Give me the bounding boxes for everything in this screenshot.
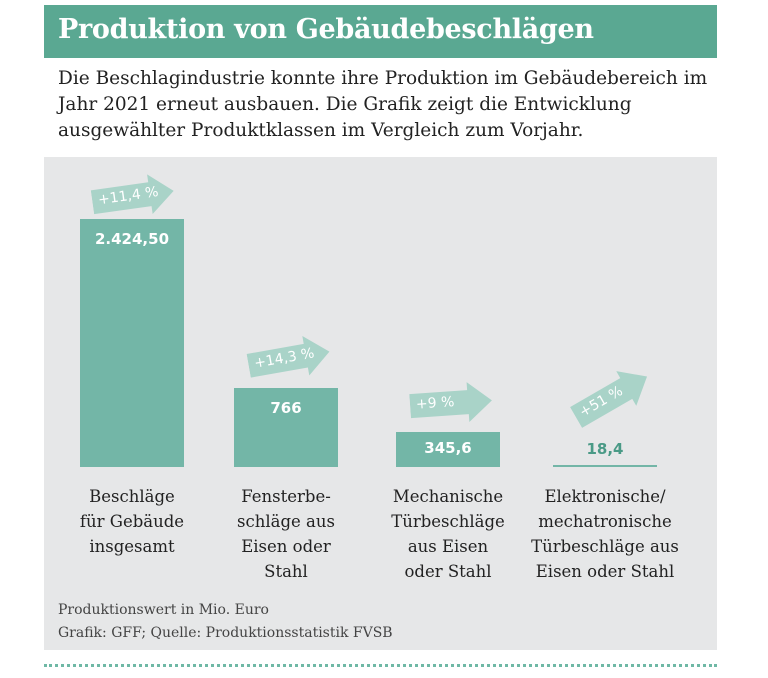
value-label: 2.424,50 [94,230,170,248]
bar [553,465,657,467]
header-band: Produktion von Gebäudebeschlägen [44,5,717,58]
dotted-divider [44,664,717,667]
change-label: +9 % [415,394,455,413]
category-label: Beschläge für Gebäude insgesamt [79,487,185,556]
arrow-up-right-icon [90,174,174,215]
bar [234,388,338,467]
arrow-up-right-icon [570,371,648,428]
change-arrow: +14,3 % [245,330,341,385]
arrow-up-right-icon [246,336,330,378]
change-arrow: +51 % [566,355,664,435]
bar [80,219,184,467]
change-arrow: +11,4 % [90,170,185,222]
arrow-up-right-icon [409,382,492,423]
change-arrow: +9 % [409,380,502,426]
category-label: Elektronische/mechatronische Türbeschläge… [531,487,679,581]
value-label: 345,6 [424,439,472,457]
intro-text: Die Beschlagindustrie konnte ihre Produk… [58,68,708,141]
source-note: Grafik: GFF; Quelle: Produktionsstatisti… [58,625,393,641]
category-label: Fensterbe-schläge aus Eisen oder Stahl [237,487,335,581]
value-label: 766 [270,399,302,417]
page-title: Produktion von Gebäudebeschlägen [58,14,594,45]
bar [396,432,500,467]
unit-note: Produktionswert in Mio. Euro [58,602,269,618]
value-label: 18,4 [586,440,624,458]
category-label: Mechanische Türbeschläge aus Eisen oder Sta… [391,487,505,581]
